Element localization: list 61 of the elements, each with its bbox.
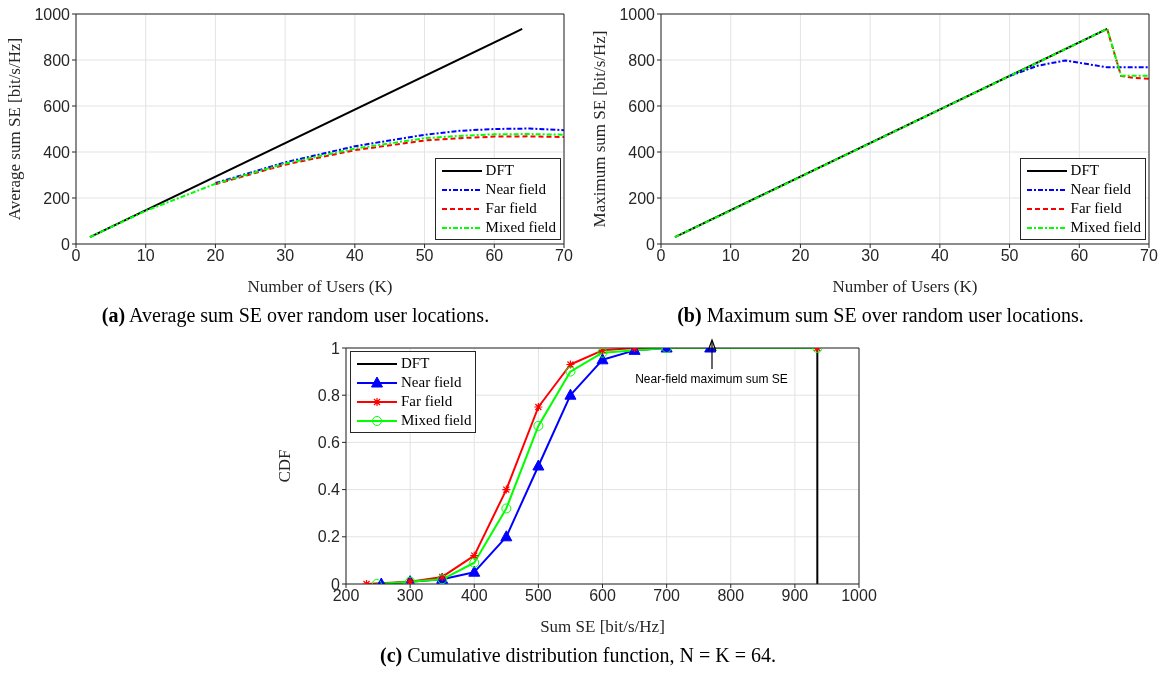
text: (a) Average sum SE over random user locations. [100,304,491,327]
x-tick-label: 10 [721,247,740,265]
x-tick-label: 40 [930,247,949,265]
x-tick-label: 500 [525,587,552,605]
legend-label: Far field [485,199,537,218]
legend-label: DFT [401,354,430,373]
legend-label: DFT [1070,161,1099,180]
y-axis-title: CDF [275,449,295,483]
text: (b) Maximum sum SE over random user locations. [676,304,1085,327]
x-tick-label: 30 [861,247,880,265]
legend-label: Mixed field [1070,218,1141,237]
legend-label: Far field [401,392,453,411]
y-tick-label: 1000 [34,5,71,23]
y-tick-label: 800 [43,51,71,69]
text: (c) Cumulative distribution function, N = K = 64. [379,644,777,667]
x-tick-label: 900 [781,587,809,605]
legend-label: DFT [485,161,514,180]
y-tick-label: 200 [628,189,656,207]
y-tick-label: 600 [43,97,71,115]
x-tick-label: 70 [1140,247,1158,265]
x-tick-label: 10 [136,247,155,265]
x-axis-title: Sum SE [bit/s/Hz] [540,617,665,636]
x-tick-label: 600 [589,587,616,605]
x-tick-label: 70 [555,247,573,265]
legend-label: Near field [485,180,546,199]
x-axis-title: Number of Users (K) [247,277,393,296]
y-tick-label: 0.6 [317,434,341,452]
x-tick-label: 40 [345,247,364,265]
y-tick-label: 600 [628,97,656,115]
x-tick-label: 800 [717,587,745,605]
legend-label: Far field [1070,199,1122,218]
legend-label: Mixed field [401,411,472,430]
x-tick-label: 700 [653,587,681,605]
y-tick-label: 0 [61,235,71,253]
y-tick-label: 1 [331,339,341,357]
legend-label: Near field [401,373,462,392]
y-tick-label: 0.8 [317,386,341,404]
y-axis-title: Maximum sum SE [bit/s/Hz] [590,30,610,228]
x-tick-label: 300 [396,587,424,605]
y-tick-label: 1000 [619,5,656,23]
x-tick-label: 60 [485,247,504,265]
y-tick-label: 400 [43,143,71,161]
x-tick-label: 50 [1000,247,1019,265]
legend-label: Mixed field [485,218,556,237]
y-tick-label: 800 [628,51,656,69]
x-tick-label: 1000 [841,587,877,605]
legend-label: Near field [1070,180,1131,199]
y-axis-title: Average sum SE [bit/s/Hz] [5,37,25,221]
annotation: Near-field maximum sum SE [634,371,789,386]
y-tick-label: 0 [646,235,656,253]
y-tick-label: 0.2 [317,528,341,546]
x-tick-label: 20 [206,247,225,265]
x-tick-label: 30 [276,247,295,265]
x-tick-label: 20 [791,247,810,265]
y-tick-label: 200 [43,189,71,207]
x-tick-label: 400 [460,587,488,605]
x-tick-label: 50 [415,247,434,265]
y-tick-label: 0.4 [317,481,341,499]
x-axis-title: Number of Users (K) [832,277,978,296]
x-tick-label: 60 [1070,247,1089,265]
y-tick-label: 400 [628,143,656,161]
